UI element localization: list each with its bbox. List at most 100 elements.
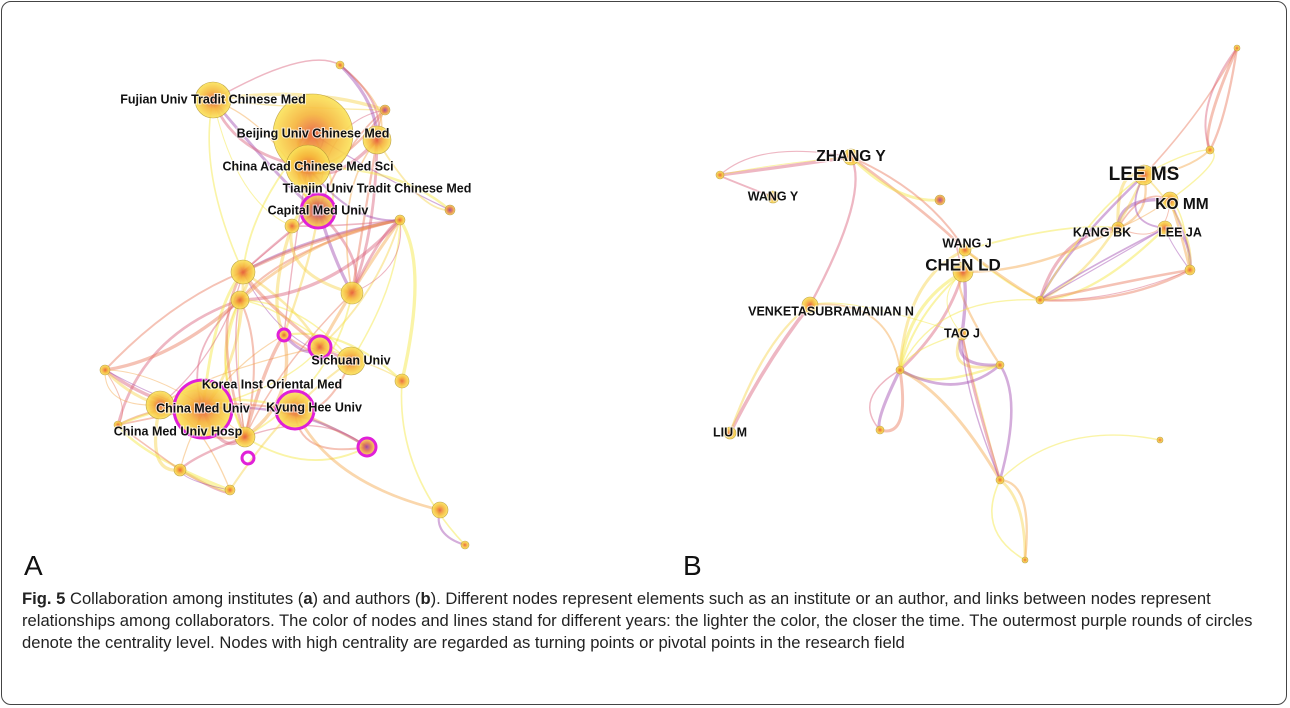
link	[350, 139, 379, 294]
link	[1038, 226, 1119, 301]
node-label: KO MM	[1155, 196, 1208, 213]
node	[995, 475, 1005, 485]
node	[460, 540, 470, 550]
caption-text: ). Different nodes represent elements su…	[22, 589, 1253, 652]
link	[224, 299, 247, 438]
node-label: LEE MS	[1109, 164, 1180, 185]
node-label: Capital Med Univ	[268, 203, 369, 217]
link	[899, 299, 1041, 371]
node	[1161, 191, 1179, 209]
node	[955, 327, 969, 341]
panel-letter: B	[683, 550, 702, 580]
link	[899, 363, 1001, 386]
link	[345, 139, 378, 294]
link	[850, 156, 941, 202]
node-label: WANG J	[942, 236, 991, 250]
node	[723, 426, 737, 440]
link	[964, 249, 1041, 301]
link	[998, 364, 1013, 481]
node	[379, 104, 391, 116]
node	[394, 373, 410, 389]
link	[1039, 174, 1145, 301]
node-label: CHEN LD	[925, 255, 1001, 274]
caption-text: b	[420, 589, 431, 608]
link	[1143, 47, 1238, 176]
links	[103, 47, 1239, 561]
node	[766, 190, 780, 204]
link	[719, 156, 852, 176]
link	[116, 424, 231, 492]
link	[961, 333, 1001, 481]
link	[962, 226, 1119, 274]
node	[1233, 44, 1241, 52]
node	[1111, 221, 1125, 235]
link	[1206, 47, 1239, 151]
node-label: LIU M	[713, 425, 747, 439]
node-label: KANG BK	[1073, 225, 1131, 239]
link	[877, 369, 902, 431]
link	[291, 219, 401, 227]
link	[808, 156, 857, 306]
link	[999, 434, 1161, 481]
node-label: Korea Inst Oriental Med	[202, 377, 342, 391]
node	[194, 81, 232, 119]
link	[239, 218, 401, 301]
node-label: China Acad Chinese Med Sci	[222, 159, 393, 173]
link	[350, 219, 401, 362]
caption-text: ) and authors (	[312, 589, 421, 608]
node	[230, 259, 256, 285]
link	[159, 271, 244, 406]
figure-caption: Fig. 5 Collaboration among institutes (a…	[22, 588, 1270, 654]
link	[955, 333, 1001, 369]
node-label: ZHANG Y	[816, 148, 886, 165]
node	[336, 346, 366, 376]
link	[242, 218, 401, 274]
link	[239, 218, 401, 302]
link	[319, 219, 401, 348]
centrality-ring	[307, 334, 333, 360]
link	[350, 139, 379, 294]
link	[104, 298, 242, 372]
node-label: Sichuan Univ	[311, 353, 390, 367]
link	[1117, 199, 1171, 235]
node-label: LEE JA	[1158, 225, 1202, 239]
link	[850, 156, 966, 251]
node	[875, 425, 885, 435]
link	[964, 225, 1119, 251]
link	[1039, 227, 1166, 301]
link	[898, 270, 964, 371]
link	[242, 218, 401, 274]
node	[230, 290, 250, 310]
link	[869, 369, 901, 431]
node	[99, 364, 111, 376]
link	[351, 219, 402, 294]
node	[958, 243, 972, 257]
link	[244, 292, 353, 438]
node-label: Tianjin Univ Tradit Chinese Med	[283, 181, 472, 195]
caption-label: Fig. 5	[22, 589, 66, 608]
node-label: WANG Y	[748, 189, 799, 203]
node	[842, 148, 860, 166]
link	[1208, 47, 1239, 151]
link	[239, 218, 402, 302]
link	[961, 333, 1001, 481]
node	[234, 426, 256, 448]
link	[960, 333, 1002, 481]
link	[719, 150, 852, 176]
node	[1157, 220, 1173, 236]
link	[991, 479, 1026, 561]
node	[1035, 295, 1045, 305]
centrality-ring	[274, 389, 316, 431]
node-label: China Med Univ Hosp	[114, 424, 243, 438]
node	[1156, 436, 1164, 444]
node	[335, 60, 345, 70]
link	[212, 59, 341, 101]
node-label: TAO J	[944, 326, 980, 340]
node	[1205, 145, 1215, 155]
node	[1184, 264, 1196, 276]
node	[394, 214, 406, 226]
node-label: Beijing Univ Chinese Med	[237, 126, 390, 140]
link	[244, 436, 368, 462]
node	[431, 501, 449, 519]
